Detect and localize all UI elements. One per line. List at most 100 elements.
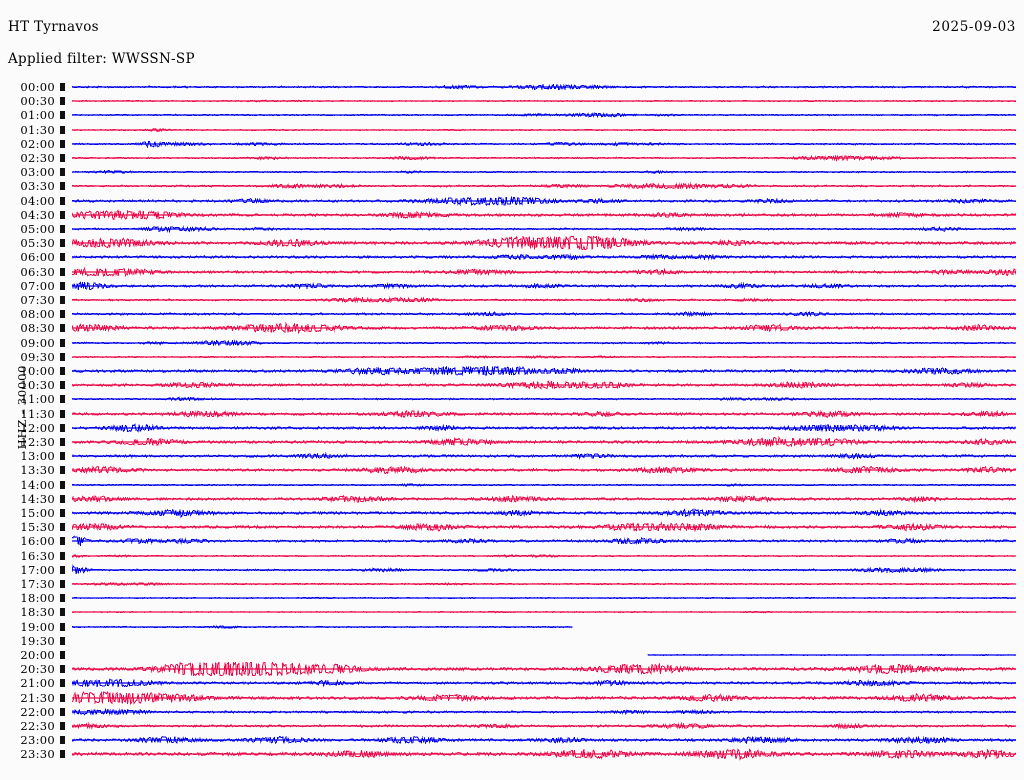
row-axis-tick: [60, 452, 65, 461]
row-axis-tick: [60, 551, 65, 560]
seismic-trace: [72, 194, 1016, 208]
row-axis-tick: [60, 352, 65, 361]
row-axis-tick: [60, 196, 65, 205]
seismic-trace: [72, 336, 1016, 350]
row-time-label: 21:00: [20, 676, 55, 691]
row-axis-tick: [60, 338, 65, 347]
row-axis-tick: [60, 296, 65, 304]
trace-row: 22:30: [0, 719, 1024, 733]
seismic-trace: [72, 137, 1016, 151]
seismic-trace: [72, 676, 1016, 690]
row-axis-tick: [60, 693, 65, 702]
row-time-label: 13:30: [20, 463, 55, 478]
row-axis-tick: [60, 679, 65, 688]
row-axis-tick: [60, 622, 65, 631]
seismic-trace: [72, 307, 1016, 321]
row-time-label: 02:00: [20, 136, 55, 151]
seismic-trace: [72, 520, 1016, 534]
trace-row: 04:30: [0, 208, 1024, 222]
row-time-label: 15:00: [20, 506, 55, 520]
trace-row: 20:30: [0, 662, 1024, 677]
trace-row: 09:00: [0, 336, 1024, 350]
row-axis-tick: [60, 111, 65, 120]
seismic-trace: [72, 591, 1016, 605]
trace-row: 07:30: [0, 293, 1024, 307]
row-axis-tick: [60, 651, 65, 659]
seismic-trace: [72, 179, 1016, 193]
seismic-trace: [72, 747, 1016, 762]
row-axis-tick: [60, 267, 65, 276]
row-axis-tick: [60, 253, 65, 262]
seismic-trace: [72, 265, 1016, 279]
row-time-label: 09:30: [20, 349, 55, 364]
row-axis-tick: [60, 509, 65, 517]
trace-row: 19:00: [0, 620, 1024, 634]
seismic-trace: [72, 506, 1016, 520]
row-time-label: 01:00: [20, 108, 55, 123]
row-time-label: 21:30: [20, 690, 55, 705]
trace-row: 23:00: [0, 733, 1024, 747]
row-axis-tick: [60, 367, 65, 375]
trace-row: 15:00: [0, 506, 1024, 520]
row-axis-tick: [60, 239, 65, 248]
seismic-trace: [72, 350, 1016, 364]
row-axis-tick: [60, 594, 65, 603]
row-axis-tick: [60, 466, 65, 475]
trace-row: 00:00: [0, 80, 1024, 94]
row-time-label: 05:30: [20, 236, 55, 251]
seismic-trace: [72, 577, 1016, 591]
row-axis-tick: [60, 182, 65, 191]
row-axis-tick: [60, 423, 65, 432]
seismic-trace: [72, 250, 1016, 264]
trace-row: 22:00: [0, 705, 1024, 719]
seismic-trace: [72, 108, 1016, 122]
trace-row: 15:30: [0, 520, 1024, 534]
row-time-label: 12:30: [20, 435, 55, 449]
trace-row: 12:00: [0, 421, 1024, 435]
seismic-trace: [72, 123, 1016, 137]
seismic-trace: [72, 421, 1016, 435]
row-time-label: 09:00: [20, 335, 55, 350]
seismic-trace: [72, 222, 1016, 236]
trace-row: 14:00: [0, 478, 1024, 492]
row-axis-tick: [60, 154, 65, 162]
row-axis-tick: [60, 636, 65, 645]
seismic-trace: [72, 94, 1016, 108]
trace-row: 06:30: [0, 265, 1024, 279]
row-axis-tick: [60, 438, 65, 446]
seismic-trace: [72, 662, 1016, 677]
row-time-label: 01:30: [20, 122, 55, 137]
row-axis-tick: [60, 608, 65, 617]
trace-row: 11:30: [0, 407, 1024, 421]
row-time-label: 12:00: [20, 420, 55, 435]
row-time-label: 19:30: [20, 633, 55, 648]
trace-row: 08:00: [0, 307, 1024, 321]
seismic-trace: [72, 733, 1016, 747]
row-time-label: 18:00: [20, 591, 55, 606]
row-time-label: 23:00: [20, 733, 55, 748]
row-axis-tick: [60, 97, 65, 106]
row-time-label: 03:00: [20, 165, 55, 180]
seismic-trace: [72, 364, 1016, 378]
row-time-label: 07:00: [20, 278, 55, 293]
row-time-label: 14:30: [20, 491, 55, 506]
trace-row: 10:30: [0, 378, 1024, 392]
seismic-trace: [72, 705, 1016, 719]
seismic-trace: [72, 236, 1016, 251]
row-time-label: 16:30: [20, 548, 55, 563]
trace-row: 04:00: [0, 194, 1024, 208]
row-axis-tick: [60, 324, 65, 333]
row-axis-tick: [60, 139, 65, 148]
trace-row: 17:00: [0, 563, 1024, 577]
trace-row: 02:00: [0, 137, 1024, 151]
trace-row: 01:00: [0, 108, 1024, 122]
row-time-label: 05:00: [20, 222, 55, 236]
trace-row: 03:00: [0, 165, 1024, 179]
row-axis-tick: [60, 395, 65, 404]
row-axis-tick: [60, 168, 65, 177]
trace-row: 18:00: [0, 591, 1024, 605]
seismic-trace: [72, 435, 1016, 449]
seismic-trace: [72, 392, 1016, 406]
row-time-label: 03:30: [20, 179, 55, 194]
